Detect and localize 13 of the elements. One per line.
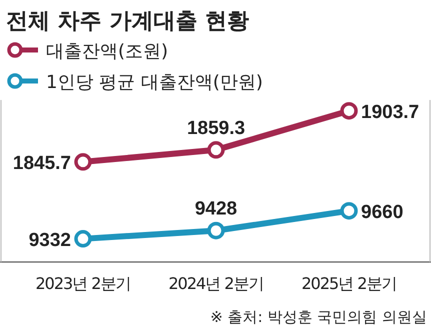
data-label: 1903.7 — [361, 102, 420, 123]
data-label: 9332 — [28, 230, 71, 251]
legend-label: 1인당 평균 대출잔액(만원) — [46, 72, 263, 93]
data-label: 9428 — [194, 198, 238, 220]
x-tick-label: 2025년 2분기 — [302, 274, 396, 293]
x-tick-label: 2023년 2분기 — [36, 274, 130, 293]
chart-title: 전체 차주 가계대출 현황 — [6, 9, 249, 34]
x-tick-label: 2024년 2분기 — [168, 274, 264, 293]
data-label: 1845.7 — [12, 152, 71, 174]
data-label: 9660 — [361, 202, 404, 223]
legend-label: 대출잔액(조원) — [46, 41, 168, 62]
data-label: 1859.3 — [186, 118, 246, 139]
text: ※ 출처: 박성훈 국민의힘 의원실 — [210, 308, 427, 326]
